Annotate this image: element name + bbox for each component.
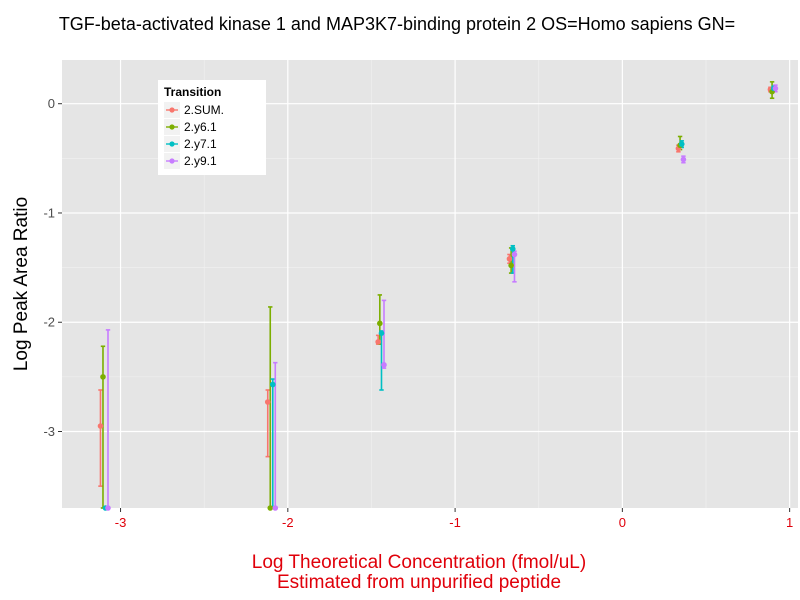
data-point [680,156,687,163]
legend-key-point [169,107,175,113]
x-axis-label-line1: Log Theoretical Concentration (fmol/uL) [252,552,586,573]
legend: Transition 2.SUM. 2.y6.1 2.y7.1 2.y9.1 [158,80,266,175]
data-point [378,330,385,336]
x-axis: -3 -2 -1 0 1 [115,508,793,530]
data-points [97,85,779,511]
data-point [678,141,685,147]
chart-title: TGF-beta-activated kinase 1 and MAP3K7-b… [59,14,735,34]
x-tick-label: -1 [449,515,461,530]
data-point [375,339,381,345]
legend-label: 2.y9.1 [184,154,217,168]
data-point [772,85,779,92]
data-point [381,362,387,368]
legend-label: 2.SUM. [184,103,224,117]
data-point [267,505,274,511]
x-tick-label: 1 [786,515,793,530]
y-axis-label: Log Peak Area Ratio [11,197,32,371]
data-point [508,262,514,269]
legend-label: 2.y7.1 [184,137,217,151]
data-point [506,256,513,262]
data-point [269,381,276,388]
data-point [100,374,106,380]
legend-label: 2.y6.1 [184,120,217,134]
y-tick-label: 0 [48,96,55,111]
data-point [272,505,279,511]
x-axis-label-line2: Estimated from unpurified peptide [277,572,561,593]
x-tick-label: -3 [115,515,127,530]
data-point [511,251,518,258]
legend-key-point [169,124,175,130]
legend-title: Transition [164,85,221,99]
legend-key-point [169,158,175,164]
y-tick-label: -1 [43,205,55,220]
data-point [377,320,383,327]
y-tick-label: -2 [43,315,55,330]
data-point [105,505,111,511]
y-axis: -3 -2 -1 0 [43,96,62,439]
data-point [97,423,104,429]
data-point [264,399,271,405]
legend-items: 2.SUM. 2.y6.1 2.y7.1 2.y9.1 [164,102,224,169]
y-tick-label: -3 [43,424,55,439]
data-point [510,246,516,252]
x-tick-label: -2 [282,515,294,530]
legend-key-point [169,141,175,147]
x-tick-label: 0 [619,515,626,530]
